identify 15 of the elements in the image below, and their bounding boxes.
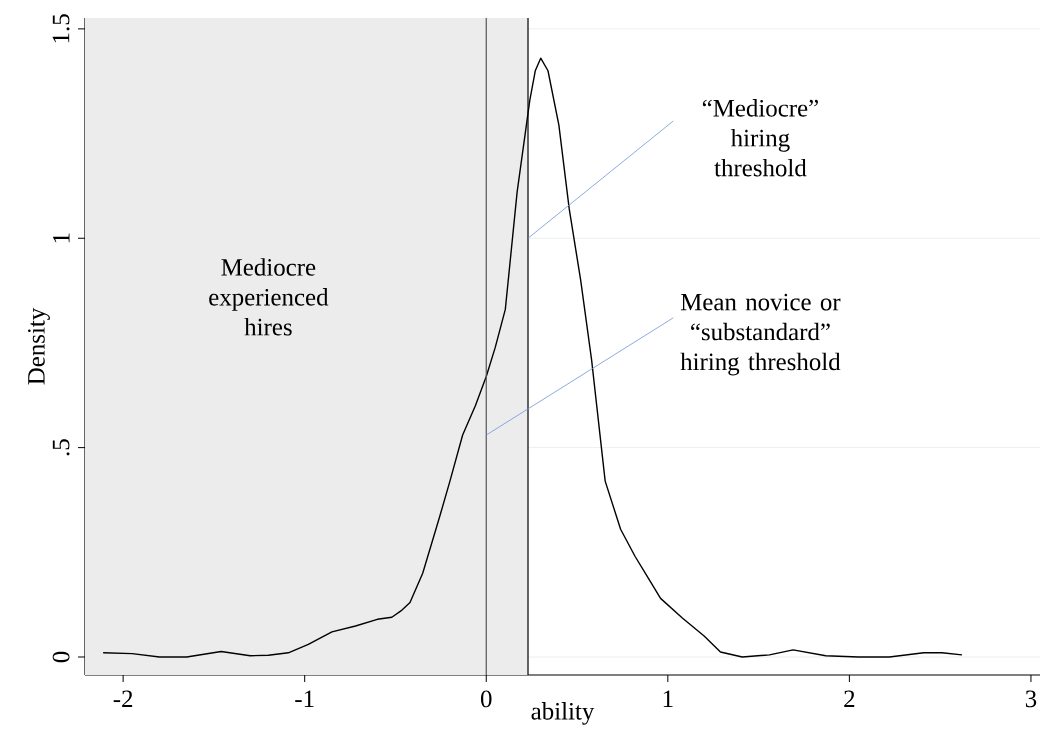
x-tick-label: 1	[663, 690, 673, 707]
y-tick-label: 1.5	[52, 14, 70, 43]
x-tick-label: 3	[1025, 690, 1037, 708]
annotation: Mean novice or “substandard” hiring threshold	[680, 293, 841, 376]
x-tick-label: 2	[844, 690, 855, 707]
x-axis-title: ability	[531, 702, 595, 725]
x-tick-label: 0	[480, 690, 492, 708]
y-tick-label: 0	[52, 651, 70, 663]
y-axis-title: Density	[28, 307, 50, 385]
y-tick-label: .5	[52, 439, 70, 456]
annotation: “Mediocre” hiring threshold	[702, 99, 818, 177]
y-tick-label: 1	[53, 233, 70, 243]
x-tick-label: -1	[295, 690, 314, 707]
x-tick-label: -2	[113, 690, 133, 707]
annotation: Mediocre experienced hires	[209, 258, 329, 336]
